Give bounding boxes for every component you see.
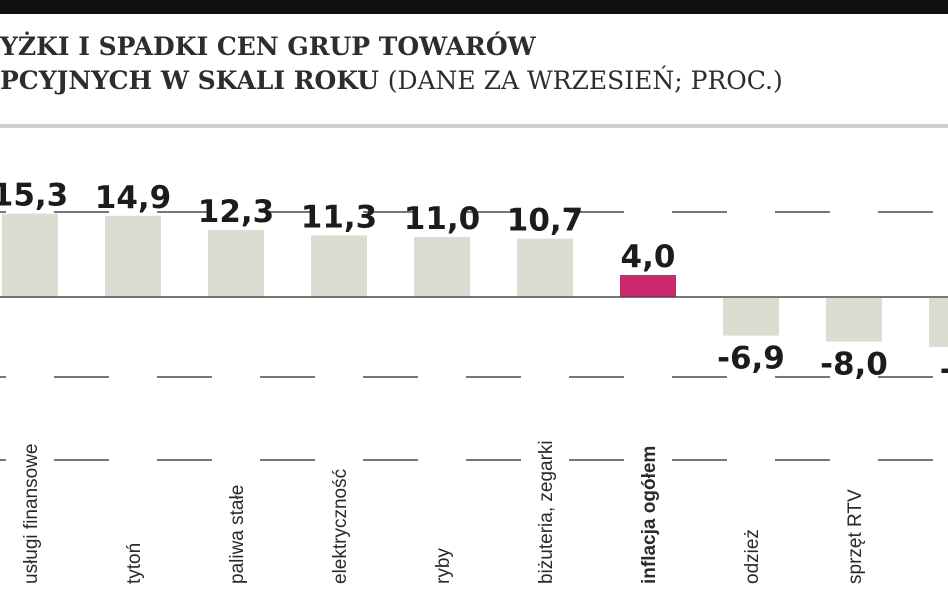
title-subtitle: (DANE ZA WRZESIEŃ; PROC.): [387, 66, 783, 95]
category-label-7: odzież: [742, 529, 763, 584]
value-label-8: -8,0: [820, 347, 888, 383]
bar-4: [414, 237, 470, 297]
bar-1: [105, 215, 161, 297]
category-label-8: sprzęt RTV: [845, 489, 866, 584]
value-label-7: -6,9: [717, 341, 785, 377]
title-line-2: PCYJNYCH W SKALI ROKU (DANE ZA WRZESIEŃ;…: [0, 64, 948, 98]
bar-7: [723, 298, 779, 336]
category-label-6: inflacja ogółem: [639, 446, 660, 584]
value-label-3: 11,3: [301, 199, 378, 235]
value-label-6: 4,0: [621, 239, 676, 275]
bar-2: [208, 229, 264, 297]
bar-5: [517, 238, 573, 297]
value-label-9: -9: [940, 352, 948, 388]
top-bar: [0, 0, 948, 14]
title-line-2-main: PCYJNYCH W SKALI ROKU: [0, 66, 379, 95]
bar-3: [311, 235, 367, 297]
category-label-5: biżuteria, zegarki: [536, 440, 557, 584]
value-label-0: 15,3: [0, 178, 68, 214]
chart-title: YŻKI I SPADKI CEN GRUP TOWARÓW PCYJNYCH …: [0, 30, 948, 98]
category-label-3: elektryczność: [330, 469, 351, 584]
bar-6: [620, 275, 676, 297]
category-label-4: ryby: [433, 548, 454, 584]
value-label-2: 12,3: [198, 194, 275, 230]
category-label-2: paliwa stałe: [227, 485, 248, 584]
category-label-0: usługi finansowe: [21, 444, 42, 584]
value-label-1: 14,9: [95, 180, 172, 216]
title-line-1: YŻKI I SPADKI CEN GRUP TOWARÓW: [0, 32, 536, 61]
value-label-5: 10,7: [507, 203, 584, 239]
bar-9: [929, 298, 948, 348]
category-label-1: tytoń: [124, 543, 145, 584]
value-label-4: 11,0: [404, 201, 481, 237]
bar-8: [826, 298, 882, 342]
bar-0: [2, 213, 58, 297]
title-divider: [0, 124, 948, 128]
